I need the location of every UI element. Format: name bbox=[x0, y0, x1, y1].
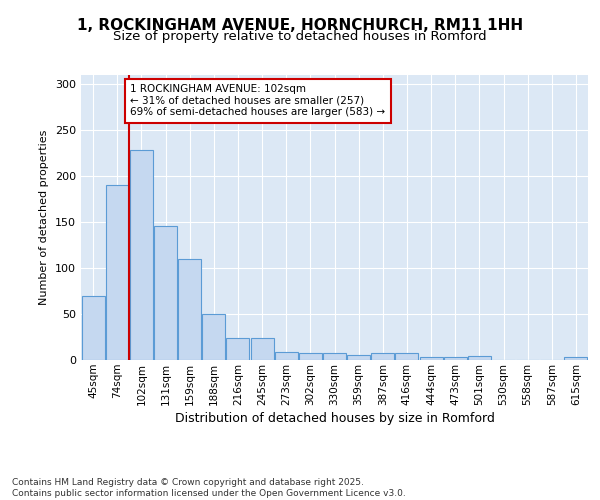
X-axis label: Distribution of detached houses by size in Romford: Distribution of detached houses by size … bbox=[175, 412, 494, 425]
Bar bbox=[106, 186, 128, 360]
Bar bbox=[395, 352, 418, 360]
Bar bbox=[130, 150, 153, 360]
Bar bbox=[299, 352, 322, 360]
Text: 1 ROCKINGHAM AVENUE: 102sqm
← 31% of detached houses are smaller (257)
69% of se: 1 ROCKINGHAM AVENUE: 102sqm ← 31% of det… bbox=[130, 84, 386, 117]
Bar bbox=[371, 352, 394, 360]
Bar bbox=[468, 356, 491, 360]
Bar bbox=[202, 314, 225, 360]
Bar bbox=[251, 338, 274, 360]
Y-axis label: Number of detached properties: Number of detached properties bbox=[40, 130, 49, 305]
Bar bbox=[565, 357, 587, 360]
Bar bbox=[178, 259, 201, 360]
Bar bbox=[444, 357, 467, 360]
Bar bbox=[323, 352, 346, 360]
Bar bbox=[347, 356, 370, 360]
Bar bbox=[275, 352, 298, 360]
Text: Size of property relative to detached houses in Romford: Size of property relative to detached ho… bbox=[113, 30, 487, 43]
Bar bbox=[419, 357, 443, 360]
Text: 1, ROCKINGHAM AVENUE, HORNCHURCH, RM11 1HH: 1, ROCKINGHAM AVENUE, HORNCHURCH, RM11 1… bbox=[77, 18, 523, 32]
Bar bbox=[154, 226, 177, 360]
Text: Contains HM Land Registry data © Crown copyright and database right 2025.
Contai: Contains HM Land Registry data © Crown c… bbox=[12, 478, 406, 498]
Bar bbox=[226, 338, 250, 360]
Bar bbox=[82, 296, 104, 360]
